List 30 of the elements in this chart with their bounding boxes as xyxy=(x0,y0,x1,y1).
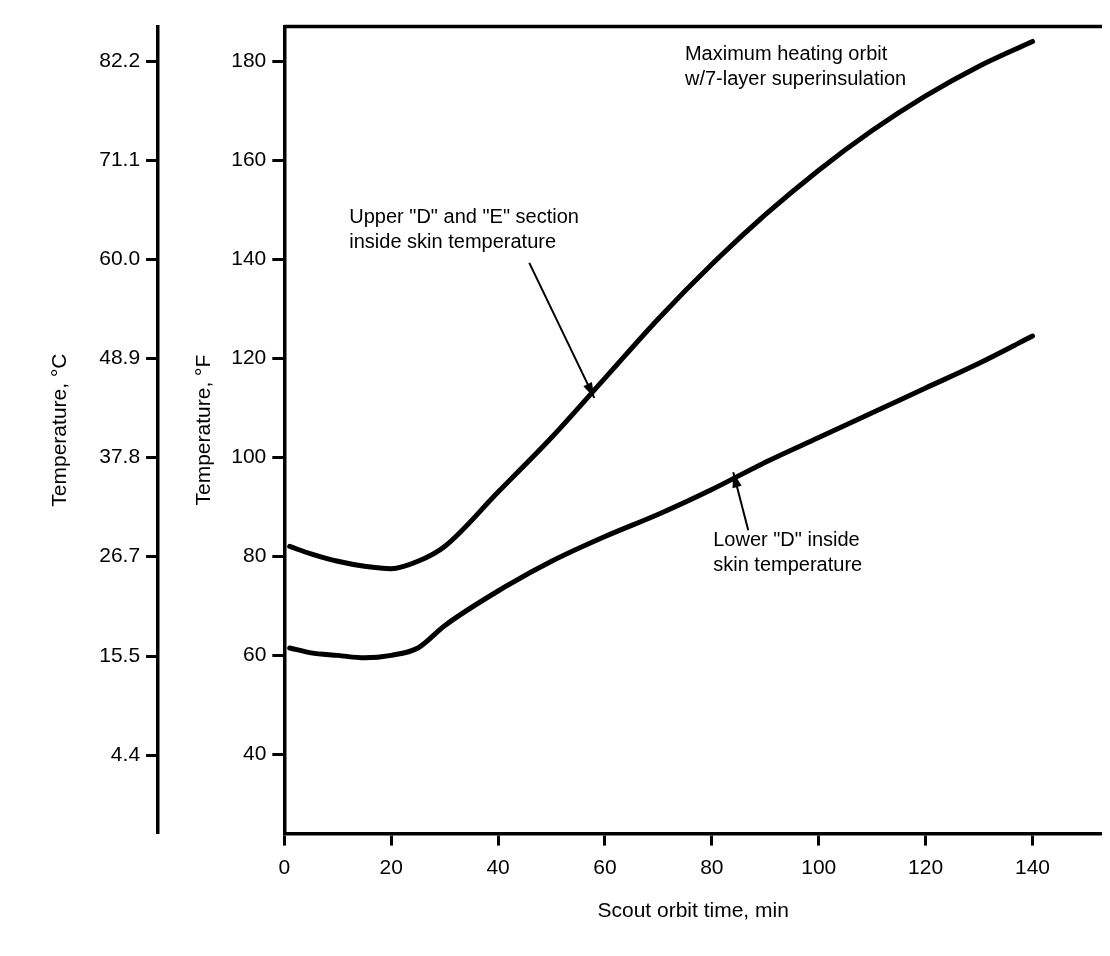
y2-axis-title: Temperature, °C xyxy=(47,353,71,507)
y-axis-title: Temperature, °F xyxy=(191,354,215,506)
y-tick-label: 100 xyxy=(231,444,267,468)
y2-tick-label: 4.4 xyxy=(110,741,141,765)
x-tick-label: 40 xyxy=(486,855,510,878)
x-tick-label: 120 xyxy=(908,855,944,878)
y2-tick-label: 60.0 xyxy=(99,246,141,270)
x-tick-label: 140 xyxy=(1015,855,1051,878)
x-tick-label: 80 xyxy=(700,855,724,878)
y-tick-label: 120 xyxy=(231,345,267,369)
x-tick-label: 0 xyxy=(278,855,291,878)
y2-tick-label: 48.9 xyxy=(99,345,141,369)
y2-tick-label: 71.1 xyxy=(99,147,141,171)
y2-tick-label: 37.8 xyxy=(99,444,141,468)
y-tick-label: 60 xyxy=(242,642,267,666)
x-tick-label: 20 xyxy=(379,855,403,878)
y2-tick-label: 26.7 xyxy=(99,543,141,567)
y-tick-label: 80 xyxy=(242,543,267,567)
y-tick-label: 40 xyxy=(242,741,267,765)
annotation: Upper "D" and "E" section inside skin temperature xyxy=(349,205,579,253)
annotation: Maximum heating orbit w/7-layer superinsulation xyxy=(683,42,907,90)
y-tick-label: 180 xyxy=(231,48,267,72)
y-tick-label: 160 xyxy=(231,147,267,171)
x-axis-title: Scout orbit time, min xyxy=(597,898,789,922)
y-tick-label: 140 xyxy=(231,246,267,270)
annotation: Lower "D" inside skin temperature xyxy=(713,527,863,575)
x-tick-label: 100 xyxy=(801,855,837,878)
x-tick-label: 60 xyxy=(593,855,617,878)
y2-tick-label: 15.5 xyxy=(99,642,141,666)
y2-tick-label: 82.2 xyxy=(99,48,141,72)
